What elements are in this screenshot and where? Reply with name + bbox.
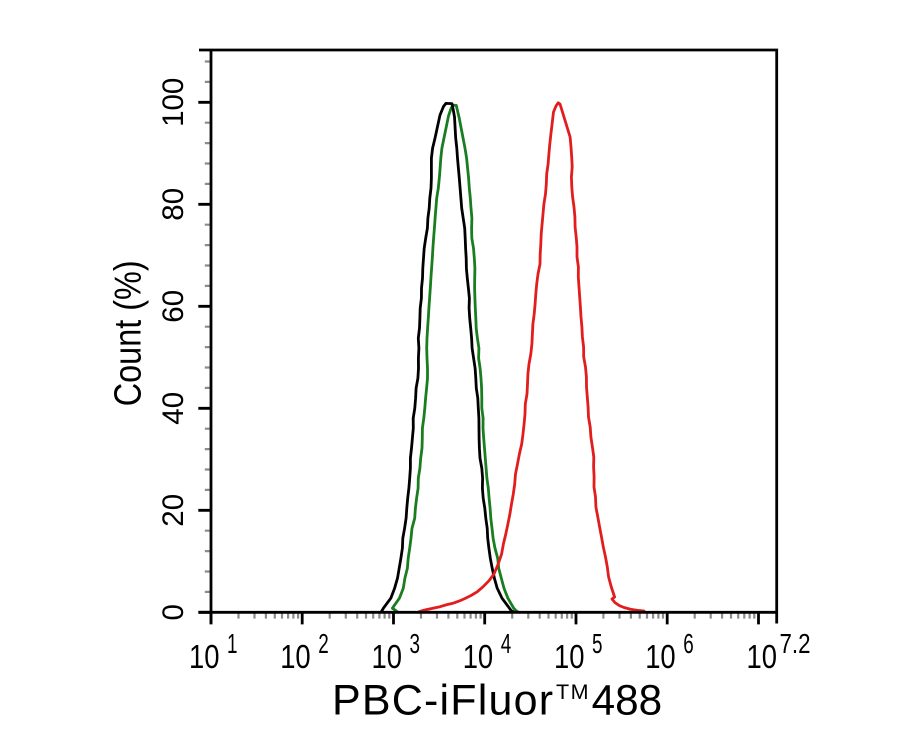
- svg-text:10: 10: [463, 638, 494, 675]
- svg-text:2: 2: [318, 628, 329, 659]
- svg-text:6: 6: [683, 628, 694, 659]
- svg-text:1: 1: [227, 628, 238, 659]
- svg-text:7.2: 7.2: [780, 628, 811, 659]
- svg-text:100: 100: [157, 78, 190, 127]
- svg-text:10: 10: [189, 638, 220, 675]
- svg-text:10: 10: [280, 638, 311, 675]
- svg-text:60: 60: [157, 290, 190, 323]
- svg-text:10: 10: [554, 638, 585, 675]
- svg-text:TM: TM: [556, 680, 590, 704]
- svg-text:4: 4: [501, 628, 512, 659]
- svg-text:20: 20: [157, 494, 190, 527]
- svg-text:3: 3: [410, 628, 421, 659]
- svg-text:0: 0: [157, 604, 190, 620]
- svg-text:10: 10: [645, 638, 676, 675]
- svg-text:10: 10: [747, 638, 778, 675]
- svg-text:PBC-iFluor: PBC-iFluor: [332, 677, 554, 725]
- svg-text:Count (%): Count (%): [108, 260, 150, 406]
- svg-text:40: 40: [157, 392, 190, 425]
- svg-text:5: 5: [592, 628, 603, 659]
- svg-text:488: 488: [592, 677, 663, 725]
- svg-text:10: 10: [372, 638, 403, 675]
- svg-text:80: 80: [157, 188, 190, 221]
